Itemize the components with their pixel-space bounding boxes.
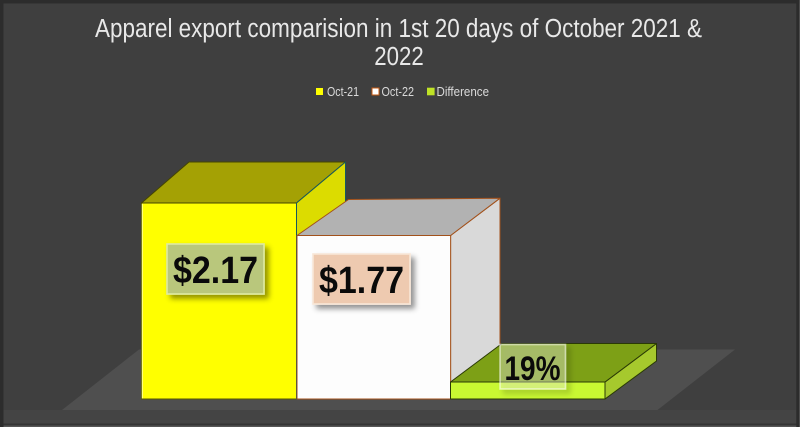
svg-text:$2.17: $2.17 [173, 250, 258, 292]
svg-text:$1.77: $1.77 [319, 260, 404, 302]
svg-text:Difference: Difference [437, 85, 490, 99]
svg-text:19%: 19% [505, 350, 561, 388]
svg-text:Oct-22: Oct-22 [382, 85, 415, 99]
svg-text:Oct-21: Oct-21 [327, 85, 359, 99]
svg-text:Apparel export comparision in: Apparel export comparision in 1st 20 day… [95, 15, 702, 43]
svg-text:2022: 2022 [374, 43, 424, 71]
